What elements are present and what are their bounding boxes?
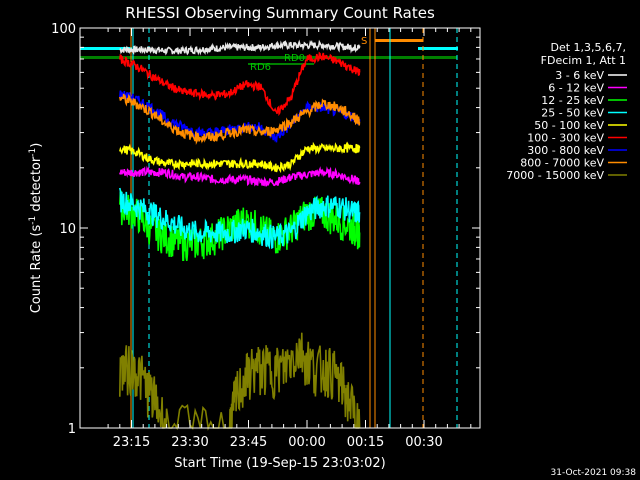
- legend-label: 6 - 12 keV: [548, 82, 604, 95]
- day-bar-left: [80, 47, 132, 50]
- legend-label: 50 - 100 keV: [534, 119, 604, 132]
- x-tick-label: 23:15: [113, 435, 150, 450]
- annotations: S RD6 RD0: [250, 36, 367, 73]
- night-bar: [80, 56, 457, 59]
- x-axis-label: Start Time (19-Sep-15 23:03:02): [174, 456, 385, 471]
- series-line-12-25-kev: [119, 190, 361, 261]
- legend-header-2: FDecim 1, Att 1: [541, 54, 626, 67]
- y-tick-label: 100: [51, 22, 76, 37]
- saa-label: S: [361, 36, 367, 47]
- series-line-7000-15000-kev: [119, 332, 361, 431]
- rd-bar: [248, 63, 314, 65]
- series-line-800-7000-kev: [119, 93, 361, 145]
- y-axis-label-main: Count Rate (s: [29, 225, 44, 314]
- legend-label: 100 - 300 keV: [527, 132, 604, 145]
- y-axis-label: Count Rate (s-1 detector-1): [28, 143, 44, 314]
- y-axis-label-sup1: -1: [28, 216, 38, 225]
- y-axis-label-end: ): [29, 143, 44, 148]
- y-axis-label-mid: detector: [29, 156, 44, 216]
- x-tick-label: 00:00: [288, 435, 325, 450]
- legend-label: 300 - 800 keV: [527, 144, 604, 157]
- series-lines: [119, 39, 361, 431]
- x-tick-label: 23:30: [171, 435, 208, 450]
- day-bar-right: [418, 47, 458, 50]
- legend-label: 800 - 7000 keV: [520, 157, 604, 170]
- axis-ticks: 23:15 23:30 23:45 00:00 00:15 00:30 1 10 100: [51, 22, 480, 450]
- saa-bar: [375, 39, 423, 42]
- legend-label: 12 - 25 keV: [541, 94, 604, 107]
- timestamp: 31-Oct-2021 09:38: [551, 468, 637, 478]
- series-line-50-100-kev: [119, 141, 361, 174]
- series-line-6-12-kev: [119, 165, 361, 187]
- night-label-rd0: RD0: [284, 53, 305, 64]
- observation-bars: [80, 39, 458, 65]
- x-tick-label: 00:30: [405, 435, 442, 450]
- chart-title: RHESSI Observing Summary Count Rates: [125, 4, 435, 22]
- series-line-100-300-kev: [119, 51, 361, 117]
- series-line-3-6-kev: [119, 39, 361, 56]
- legend-label: 25 - 50 keV: [541, 107, 604, 120]
- series-line-25-50-kev: [119, 187, 361, 250]
- y-tick-label: 1: [68, 422, 76, 437]
- x-tick-label: 23:45: [230, 435, 267, 450]
- legend-label: 7000 - 15000 keV: [506, 169, 604, 182]
- legend-header-1: Det 1,3,5,6,7,: [550, 41, 626, 54]
- legend-label: 3 - 6 keV: [555, 69, 604, 82]
- y-tick-label: 10: [59, 222, 76, 237]
- night-label-rd6: RD6: [250, 62, 271, 73]
- x-tick-label: 00:15: [347, 435, 384, 450]
- y-axis-label-sup2: -1: [28, 148, 38, 157]
- legend: Det 1,3,5,6,7, FDecim 1, Att 1 3 - 6 keV…: [506, 41, 627, 182]
